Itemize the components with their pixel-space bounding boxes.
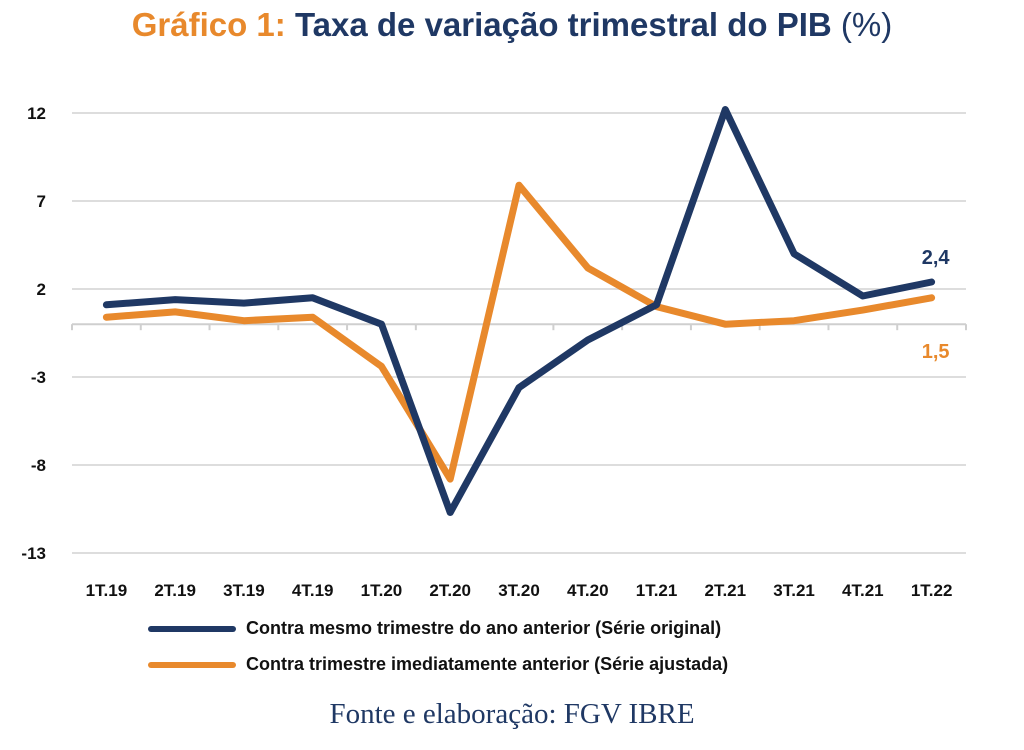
x-tick-label: 1T.19 — [86, 581, 128, 600]
data-labels: 2,4 1,5 — [922, 247, 951, 363]
data-label-original-last: 2,4 — [922, 247, 951, 269]
y-tick-label: -13 — [21, 544, 46, 563]
legend-item-series-original: Contra mesmo trimestre do ano anterior (… — [148, 618, 721, 639]
x-tick-label: 4T.19 — [292, 581, 334, 600]
x-tick-label: 3T.20 — [498, 581, 540, 600]
legend-swatch-series-original — [148, 625, 236, 632]
series-lines — [102, 106, 936, 516]
line-chart: 12 7 2 -3 -8 -13 1T.19 2T.19 3T.19 4T.19 1T.20 2T.2… — [21, 104, 967, 600]
source-note: Fonte e elaboração: FGV IBRE — [329, 698, 695, 730]
x-tick-label: 1T.21 — [636, 581, 678, 600]
data-label-ajustada-last: 1,5 — [922, 341, 950, 363]
x-tick-label: 1T.22 — [911, 581, 953, 600]
legend-label-series-original: Contra mesmo trimestre do ano anterior (… — [246, 618, 722, 638]
chart-title-main: Taxa de variação trimestral do PIB — [294, 6, 832, 43]
y-tick-label: 2 — [37, 280, 46, 299]
y-tick-label: 12 — [27, 104, 46, 123]
x-tick-label: 4T.20 — [567, 581, 609, 600]
x-tick-label: 1T.20 — [361, 581, 403, 600]
legend-label-series-ajustada: Contra trimestre imediatamente anterior … — [246, 654, 729, 674]
x-tick-label: 3T.21 — [773, 581, 815, 600]
x-tick-label: 4T.21 — [842, 581, 884, 600]
series-line-ajustada — [102, 181, 936, 483]
chart-title-prefix: Gráfico 1: — [131, 6, 286, 43]
x-tick-label: 2T.19 — [154, 581, 196, 600]
axes: 12 7 2 -3 -8 -13 1T.19 2T.19 3T.19 4T.19 1T.20 2T.2… — [21, 104, 967, 600]
chart-title: Gráfico 1: Taxa de variação trimestral d… — [0, 6, 1024, 44]
y-tick-label: -8 — [31, 456, 46, 475]
x-tick-label: 3T.19 — [223, 581, 265, 600]
legend-swatch-series-ajustada — [148, 661, 236, 668]
x-tick-label: 2T.21 — [705, 581, 747, 600]
legend-item-series-ajustada: Contra trimestre imediatamente anterior … — [148, 654, 728, 675]
grid-lines — [72, 112, 966, 554]
chart-title-unit: (%) — [840, 6, 893, 43]
y-tick-label: -3 — [31, 368, 46, 387]
series-line-original — [102, 106, 936, 516]
y-tick-label: 7 — [37, 192, 46, 211]
x-tick-label: 2T.20 — [429, 581, 471, 600]
